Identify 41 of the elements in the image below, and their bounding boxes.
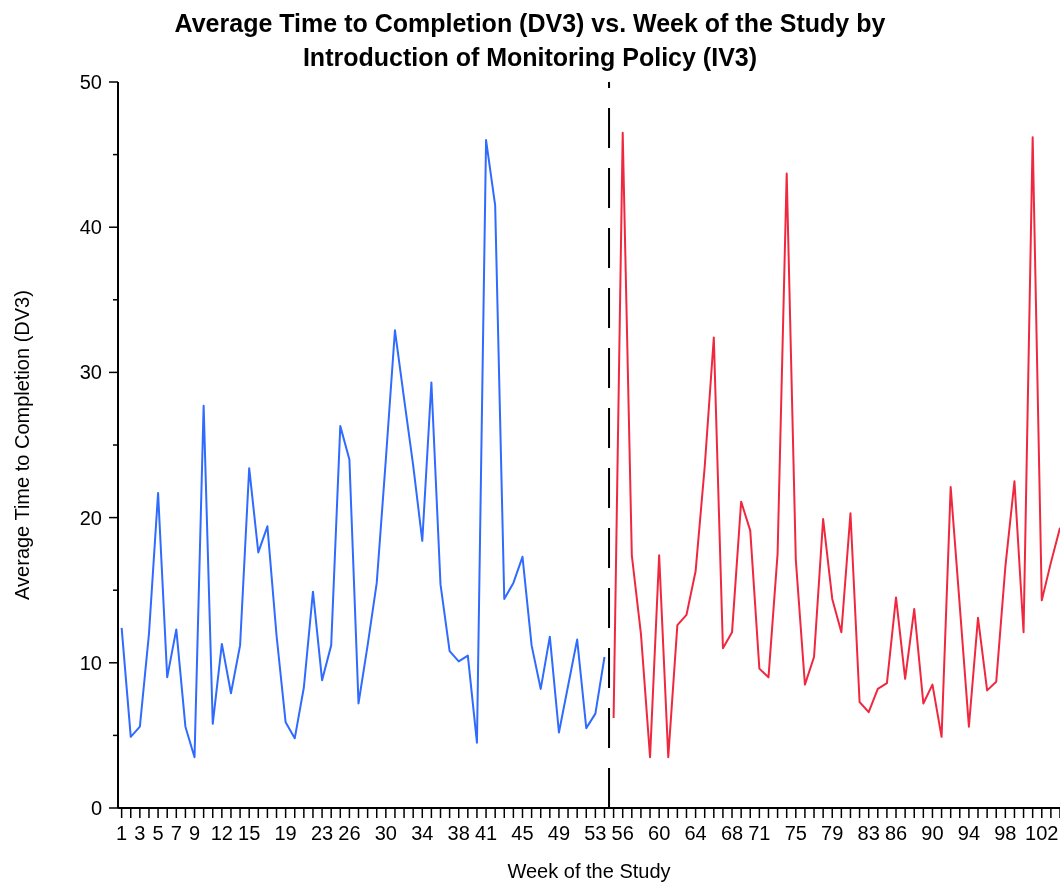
x-tick-label: 53 (584, 822, 607, 844)
x-tick-label: 19 (274, 822, 297, 844)
chart-title: Average Time to Completion (DV3) vs. Week of the Study by Introduction of Monitoring Policy (IV3) (173, 8, 887, 73)
x-tick-label: 79 (821, 822, 844, 844)
x-tick-label: 15 (238, 822, 261, 844)
x-tick-label: 75 (784, 822, 807, 844)
x-tick-label: 38 (447, 822, 470, 844)
x-tick-label: 90 (921, 822, 944, 844)
y-tick-label: 0 (90, 797, 102, 819)
x-tick-label: 83 (857, 822, 880, 844)
x-tick-label: 1 (116, 822, 128, 844)
x-tick-label: 94 (957, 822, 981, 844)
x-tick-label: 56 (611, 822, 634, 844)
x-tick-label: 45 (511, 822, 534, 844)
x-tick-label: 3 (134, 822, 146, 844)
line-series (612, 131, 1060, 759)
x-axis-title: Week of the Study (506, 860, 672, 883)
x-tick-label: 30 (374, 822, 397, 844)
x-tick-label: 5 (152, 822, 164, 844)
x-tick-label: 26 (338, 822, 361, 844)
y-tick-label: 50 (79, 71, 102, 93)
y-tick-label: 20 (79, 506, 102, 529)
x-tick-label: 12 (210, 822, 233, 844)
x-tick-label: 98 (994, 822, 1017, 844)
x-tick-label: 86 (884, 822, 908, 844)
y-axis-title: Average Time to Completion (DV3) (10, 290, 34, 600)
x-tick-label: 23 (310, 822, 334, 844)
x-tick-label: 34 (411, 822, 434, 844)
x-tick-label: 41 (474, 822, 498, 844)
x-tick-label: 71 (748, 822, 771, 844)
x-tick-label: 9 (188, 822, 201, 844)
x-tick-label: 60 (648, 822, 671, 844)
line-series (120, 139, 606, 759)
x-tick-label: 68 (720, 822, 744, 844)
x-tick-label: 49 (547, 822, 571, 844)
y-tick-label: 40 (79, 216, 102, 239)
y-tick-label: 10 (79, 651, 102, 674)
x-tick-label: 102 (1025, 822, 1059, 844)
y-tick-label: 30 (79, 361, 102, 384)
x-tick-label: 64 (684, 822, 707, 844)
x-tick-label: 7 (170, 822, 182, 844)
